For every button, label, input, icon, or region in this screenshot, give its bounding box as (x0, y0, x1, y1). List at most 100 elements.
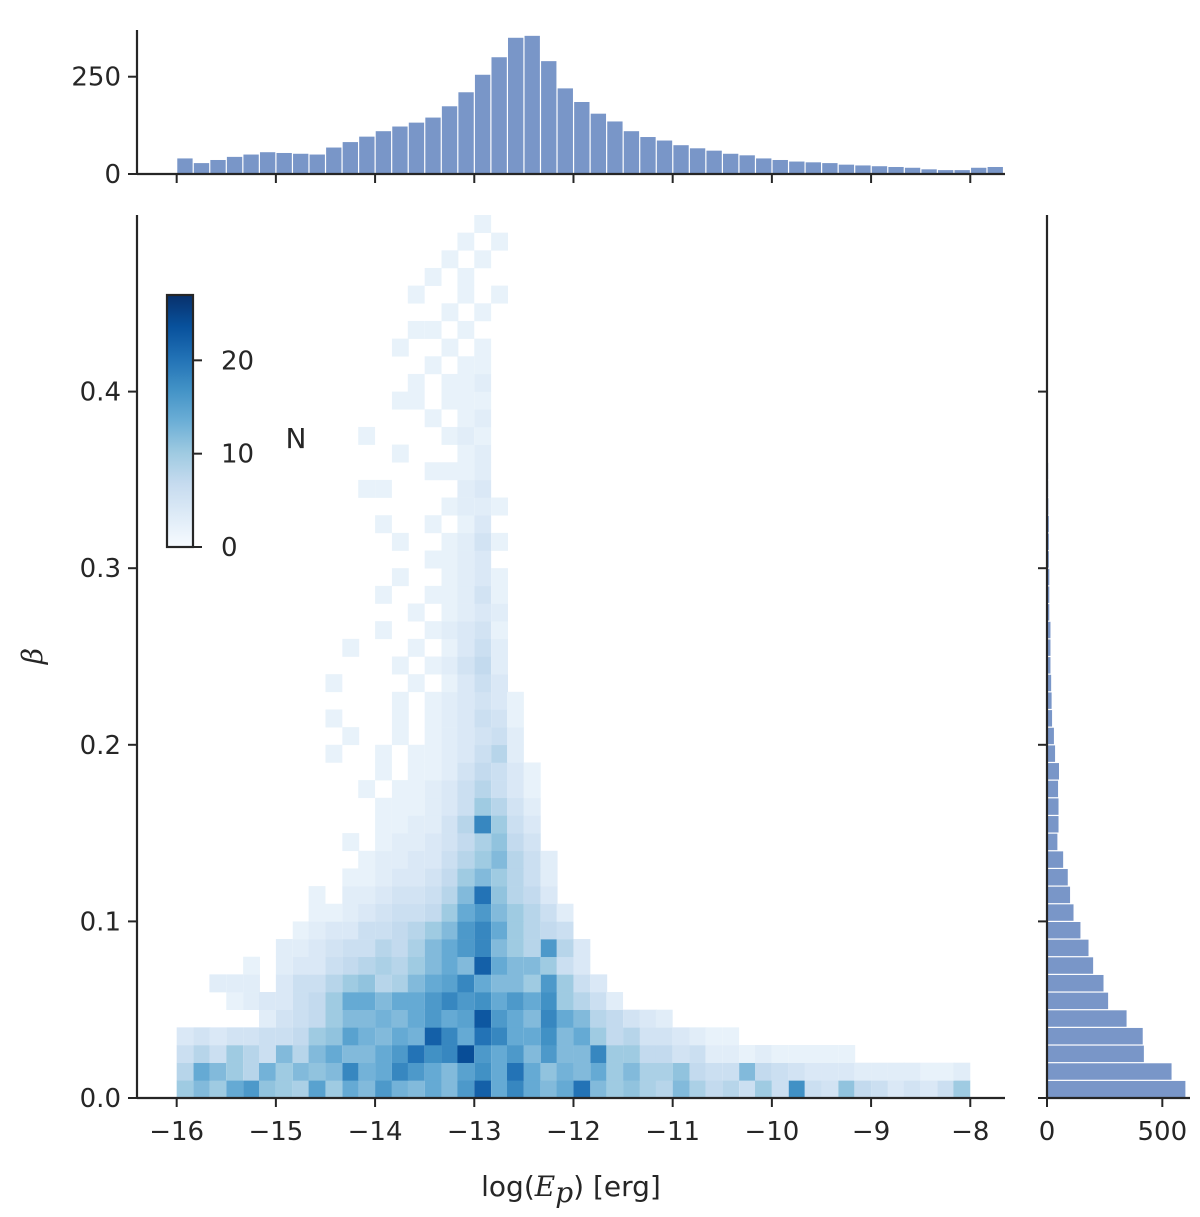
heatmap-cell (358, 1027, 376, 1046)
heatmap-cell (391, 939, 409, 958)
heatmap-cell (556, 956, 574, 975)
heatmap-cell (407, 285, 425, 304)
heatmap-cell (556, 992, 574, 1010)
heatmap-cell (556, 939, 574, 958)
top-histogram-bar (458, 92, 474, 174)
heatmap-cell (474, 833, 492, 852)
heatmap-cell (474, 444, 492, 463)
y-tick-label: 0.4 (80, 378, 121, 408)
heatmap-cell (441, 1062, 459, 1081)
heatmap-cell (391, 1045, 409, 1063)
heatmap-cell (457, 974, 475, 993)
heatmap-cell (457, 532, 475, 551)
heatmap-cell (689, 1062, 707, 1081)
heatmap-cell (474, 1080, 492, 1099)
heatmap-cell (491, 656, 508, 675)
heatmap-cell (308, 974, 326, 993)
top-histogram-bar (243, 154, 259, 174)
heatmap-cell (903, 1080, 921, 1099)
heatmap-cell (606, 992, 624, 1010)
heatmap-cell (474, 621, 492, 640)
heatmap-cell (424, 1045, 442, 1063)
right-histogram-bar (1047, 1063, 1172, 1080)
right-histogram-bar (1047, 922, 1081, 939)
heatmap-cell (457, 886, 475, 905)
heatmap-cell (788, 1062, 806, 1081)
colorbar-ticks: 0 10 20 (193, 346, 254, 563)
heatmap-cell (887, 1080, 905, 1099)
heatmap-cell (457, 727, 475, 746)
heatmap-cell (342, 992, 360, 1010)
heatmap-cell (441, 1009, 459, 1028)
heatmap-cell (491, 638, 508, 657)
heatmap-cell (275, 956, 293, 975)
heatmap-cell (491, 921, 508, 940)
top-histogram-bar (574, 102, 590, 174)
heatmap-cell (358, 780, 376, 799)
heatmap-cell (474, 1062, 492, 1081)
heatmap-cell (722, 1045, 740, 1063)
heatmap-cell (424, 1062, 442, 1081)
heatmap-cell (325, 1080, 343, 1099)
heatmap-cell (375, 886, 392, 905)
heatmap-cell (705, 1062, 723, 1081)
heatmap-cell (556, 1045, 574, 1063)
right-histogram-bar (1047, 621, 1051, 639)
heatmap-cell (556, 921, 574, 940)
heatmap-cell (275, 1045, 293, 1063)
heatmap-cell (491, 780, 508, 799)
heatmap-cell (226, 992, 244, 1010)
heatmap-cell (391, 903, 409, 922)
heatmap-cell (457, 267, 475, 286)
right-histogram-bar (1047, 904, 1074, 921)
heatmap-cell (342, 903, 360, 922)
heatmap-cell (424, 762, 442, 781)
heatmap-cell (491, 1080, 508, 1099)
heatmap-cell (375, 1080, 392, 1099)
top-histogram-bar (772, 159, 788, 174)
top-histogram-bar (326, 147, 342, 174)
right-histogram-bar (1047, 692, 1052, 709)
heatmap-cell (308, 921, 326, 940)
top-histogram-bar (359, 136, 375, 174)
heatmap-cell (457, 921, 475, 940)
heatmap-cell (424, 833, 442, 852)
heatmap-cell (407, 992, 425, 1010)
heatmap-cell (523, 833, 541, 852)
heatmap-cell (308, 903, 326, 922)
heatmap-cell (342, 638, 360, 657)
heatmap-cell (771, 1062, 789, 1081)
top-histogram-bar (971, 167, 987, 174)
heatmap-cell (375, 621, 392, 640)
top-histogram-bar (226, 156, 243, 174)
right-histogram-bar (1047, 798, 1059, 815)
heatmap-cell (375, 1009, 392, 1028)
heatmap-cell (325, 1045, 343, 1063)
heatmap-cell (474, 426, 492, 445)
heatmap-cell (523, 797, 541, 816)
heatmap-cell (474, 215, 492, 233)
heatmap-cell (606, 1080, 624, 1099)
heatmap-cell (243, 1062, 260, 1081)
right-histogram-bar (1047, 657, 1051, 674)
heatmap-cell (407, 797, 425, 816)
heatmap-cell (375, 939, 392, 958)
heatmap-cell (342, 1009, 360, 1028)
heatmap-cell (590, 1062, 608, 1081)
heatmap-cell (325, 1027, 343, 1046)
heatmap-cell (259, 1045, 276, 1063)
heatmap-cell (474, 356, 492, 375)
heatmap-cell (474, 303, 492, 322)
heatmap-cell (308, 1062, 326, 1081)
heatmap-cell (325, 956, 343, 975)
heatmap-cell (407, 1027, 425, 1046)
top-histogram-bar (441, 106, 458, 174)
heatmap-cell (491, 833, 508, 852)
heatmap-cell (474, 974, 492, 993)
heatmap-cell (523, 815, 541, 834)
heatmap-cell (556, 1009, 574, 1028)
heatmap-cell (243, 1045, 260, 1063)
heatmap-cell (358, 1009, 376, 1028)
heatmap-cell (953, 1080, 971, 1099)
